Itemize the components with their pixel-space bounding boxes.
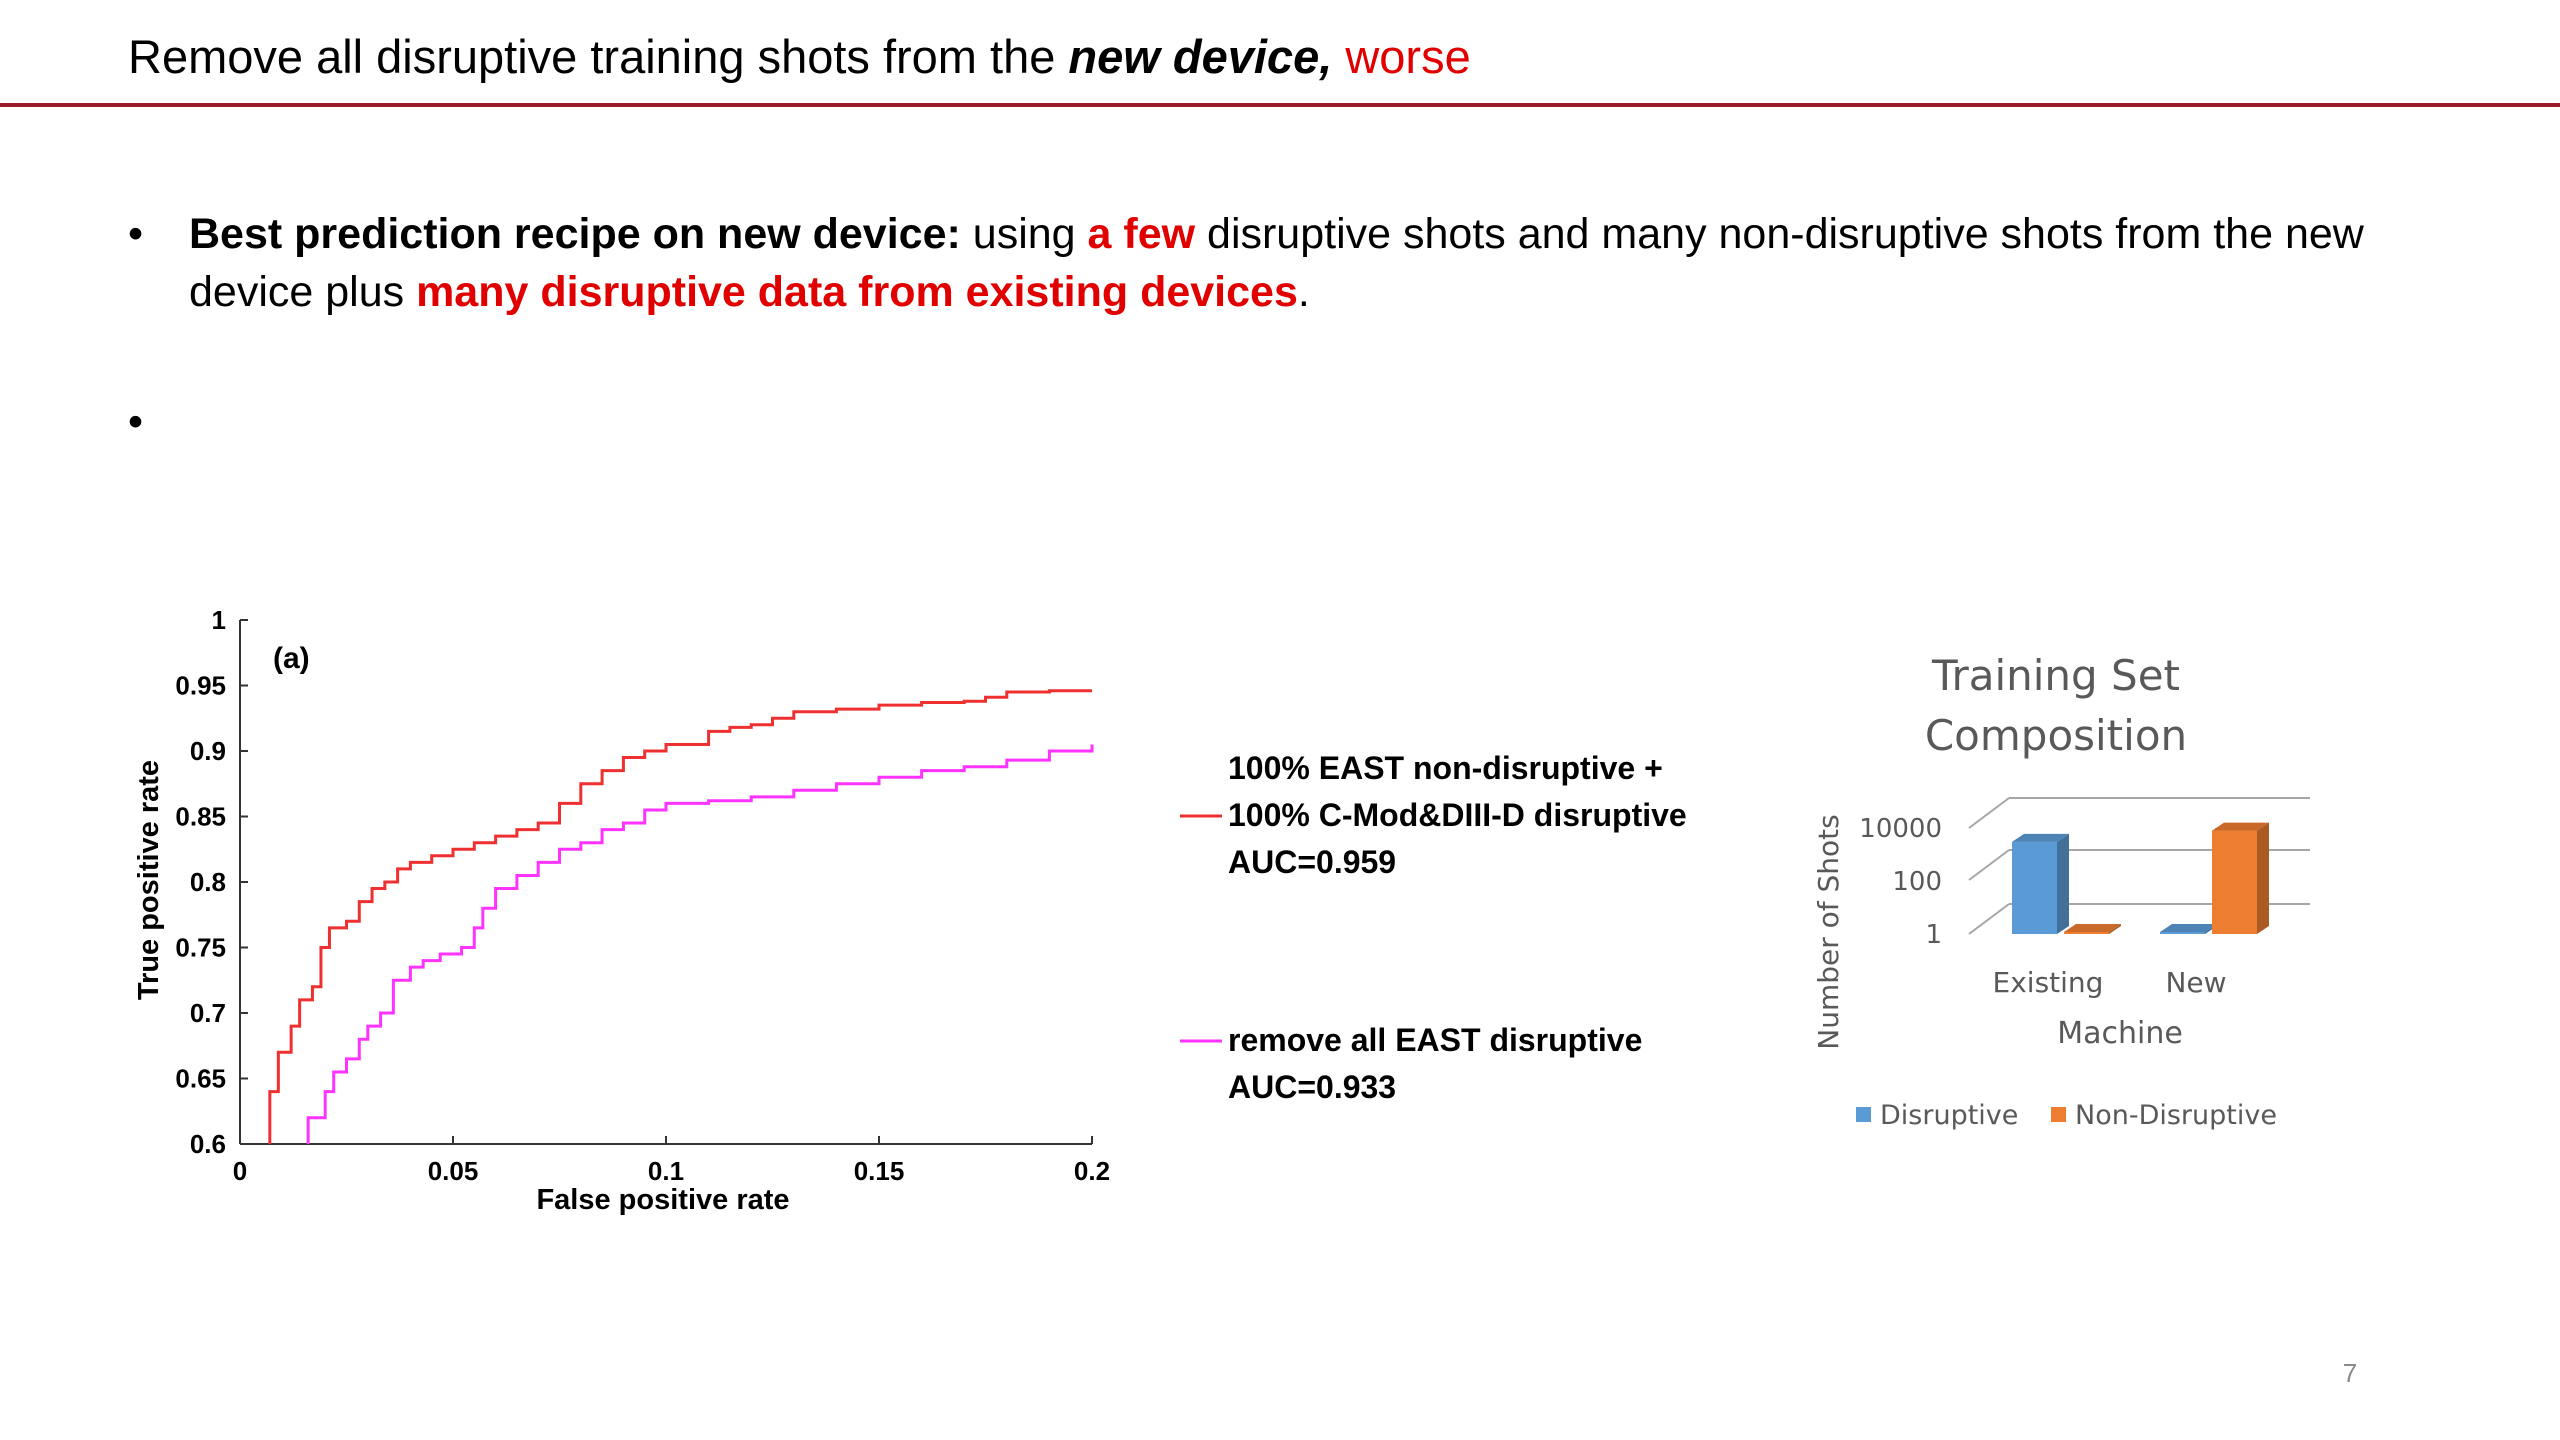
bar-existing-non-disruptive-side	[2109, 924, 2121, 934]
bar-chart-title-line-1: Training Set	[1931, 651, 2180, 700]
roc-legend-entry: AUC=0.933	[1228, 1069, 1396, 1105]
bullet-highlight: many disruptive data from existing devic…	[416, 268, 1298, 316]
bar-y-tick-label: 1	[1925, 920, 1942, 950]
roc-x-tick-label: 0.15	[854, 1156, 905, 1186]
bar-new-disruptive	[2160, 932, 2205, 934]
roc-y-tick-label: 0.75	[175, 933, 226, 963]
bar-existing-non-disruptive-top	[2064, 924, 2121, 932]
bar-category-label: New	[2165, 966, 2226, 999]
bullet-list: • Best prediction recipe on new device: …	[128, 205, 2458, 523]
roc-curve-red	[268, 689, 1092, 1144]
roc-x-tick-label: 0.2	[1074, 1156, 1110, 1186]
roc-y-axis-label: True positive rate	[133, 760, 165, 1000]
roc-y-tick-label: 0.95	[175, 671, 226, 701]
roc-y-tick-label: 0.8	[190, 867, 226, 897]
roc-y-tick-label: 0.6	[190, 1129, 226, 1159]
bar-existing-non-disruptive	[2064, 932, 2109, 934]
bar-gridline-side	[1968, 849, 2010, 881]
title-highlight: worse	[1345, 30, 1471, 83]
bar-legend-non-disruptive: Non-Disruptive	[2075, 1100, 2277, 1131]
roc-legend: 100% EAST non-disruptive + 100% C-Mod&DII…	[1180, 750, 1687, 1105]
title-emphasis: new device,	[1068, 30, 1333, 83]
bar-new-non-disruptive-side	[2257, 822, 2269, 934]
roc-y-tick-label: 0.65	[175, 1064, 226, 1094]
legend-swatch-disruptive	[1856, 1107, 1871, 1122]
bullet-bold-lead: Best prediction recipe on new device:	[189, 210, 961, 258]
bullet-item-empty: •	[128, 393, 2458, 451]
bar-y-axis-label: Number of Shots	[1812, 814, 1845, 1049]
bar-y-tick-label: 10000	[1859, 814, 1942, 844]
roc-y-tick-label: 0.7	[190, 998, 226, 1028]
title-text: Remove all disruptive training shots fro…	[128, 30, 1069, 83]
roc-axes: 0.6 0.65 0.7 0.75 0.8 0.85 0.9 0.95 1 0 0.05 0.1 0.1…	[175, 605, 1110, 1186]
bar-gridline-side	[1968, 797, 2010, 829]
roc-y-tick-label: 1	[212, 605, 226, 635]
roc-y-tick-label: 0.9	[190, 736, 226, 766]
roc-panel-label: (a)	[273, 642, 310, 675]
page-number: 7	[2342, 1358, 2358, 1388]
roc-curves	[268, 689, 1094, 1144]
bullet-marker: •	[128, 210, 144, 258]
bar-new-disruptive-top	[2160, 924, 2217, 932]
bullet-text: using	[960, 210, 1088, 258]
bullet-highlight: a few	[1087, 210, 1196, 258]
roc-y-tick-label: 0.85	[175, 802, 226, 832]
bar-chart-title-line-2: Composition	[1925, 711, 2187, 760]
bar-existing-disruptive-top	[2012, 833, 2069, 842]
legend-swatch-non-disruptive	[2051, 1107, 2066, 1122]
bar-gridline-side	[1968, 903, 2010, 935]
bar-y-tick-label: 100	[1892, 867, 1942, 897]
roc-x-tick-label: 0.1	[648, 1156, 684, 1186]
roc-legend-entry: 100% C-Mod&DIII-D disruptive	[1228, 797, 1687, 833]
bullet-text: disruptive shots and many non-disruptive…	[189, 210, 2364, 316]
bullet-item-recipe: • Best prediction recipe on new device: …	[128, 205, 2458, 321]
bar-existing-disruptive	[2012, 841, 2057, 934]
bar-category-label: Existing	[1993, 966, 2104, 999]
bar-x-axis-label: Machine	[2057, 1016, 2183, 1051]
roc-legend-entry: remove all EAST disruptive	[1228, 1022, 1642, 1058]
bar-legend-disruptive: Disruptive	[1880, 1100, 2018, 1131]
roc-x-axis-label: False positive rate	[536, 1184, 789, 1216]
bullet-marker: •	[128, 398, 144, 446]
slide-title: Remove all disruptive training shots fro…	[128, 22, 1471, 92]
bar-new-non-disruptive	[2212, 830, 2257, 934]
bullet-text: .	[1297, 268, 1310, 316]
bar-chart-plot: 10000 100 1 Existing New	[1859, 797, 2310, 999]
roc-curve-magenta	[306, 744, 1094, 1144]
roc-x-tick-label: 0	[233, 1156, 247, 1186]
roc-x-tick-label: 0.05	[428, 1156, 479, 1186]
bar-new-non-disruptive-top	[2212, 822, 2269, 831]
roc-legend-entry: AUC=0.959	[1228, 844, 1396, 880]
roc-legend-entry: 100% EAST non-disruptive +	[1228, 750, 1663, 786]
bar-existing-disruptive-side	[2057, 833, 2069, 934]
title-divider	[0, 103, 2560, 107]
